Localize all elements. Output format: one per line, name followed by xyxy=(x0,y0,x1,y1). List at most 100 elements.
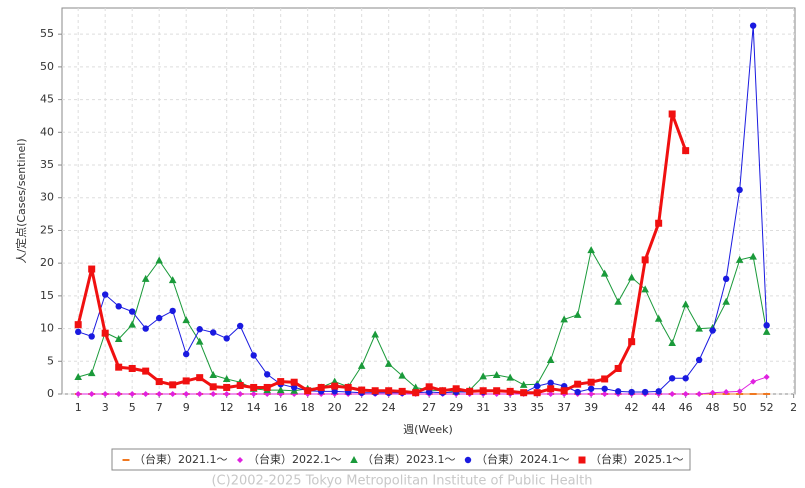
footer: (C)2002-2025 Tokyo Metropolitan Institut… xyxy=(211,474,592,488)
point xyxy=(520,389,528,397)
x-tick-label: 1 xyxy=(75,401,82,414)
point xyxy=(439,387,447,395)
point xyxy=(641,388,649,396)
x-tick-label: 42 xyxy=(625,401,639,414)
point xyxy=(641,285,649,293)
x-tick-label: 12 xyxy=(220,401,234,414)
x-tick-label: 5 xyxy=(129,401,136,414)
y-tick-label: 55 xyxy=(40,27,54,40)
point xyxy=(250,352,257,359)
x-tick-label: 39 xyxy=(584,401,598,414)
point xyxy=(156,391,163,397)
x-tick-label: 14 xyxy=(247,401,261,414)
point xyxy=(506,387,514,395)
point xyxy=(222,374,231,382)
point xyxy=(627,273,636,281)
point xyxy=(74,321,82,329)
y-tick-label: 40 xyxy=(40,125,54,138)
point xyxy=(681,300,690,308)
point xyxy=(169,307,176,315)
y-tick-label: 30 xyxy=(40,191,54,204)
point xyxy=(371,387,379,395)
point xyxy=(122,459,130,461)
x-tick-label: 24 xyxy=(382,401,396,414)
x-tick-label: 33 xyxy=(503,401,517,414)
point xyxy=(492,371,501,379)
plot-area xyxy=(61,7,796,395)
point xyxy=(277,378,285,386)
point xyxy=(142,391,149,397)
point xyxy=(722,275,730,283)
point xyxy=(573,310,582,318)
point xyxy=(317,383,325,391)
point xyxy=(344,383,352,391)
point xyxy=(115,363,123,371)
point xyxy=(466,387,474,395)
point xyxy=(128,364,136,372)
point xyxy=(749,393,757,395)
x-tick-label: 7 xyxy=(156,401,163,414)
series-line xyxy=(78,376,767,395)
point xyxy=(601,391,608,397)
point xyxy=(506,373,514,381)
point xyxy=(169,381,177,389)
legend-label: （台東）2021.1～ xyxy=(134,452,228,466)
point xyxy=(519,380,528,388)
point xyxy=(412,389,420,397)
series xyxy=(74,110,690,397)
point xyxy=(357,361,366,369)
point xyxy=(358,386,366,394)
x-tick-label: 35 xyxy=(530,401,544,414)
x-tick-label: 46 xyxy=(679,401,693,414)
x-tick-label: 20 xyxy=(328,401,342,414)
point xyxy=(587,246,595,254)
x-tick-label: 3 xyxy=(102,401,109,414)
point xyxy=(614,297,622,305)
point xyxy=(384,359,393,367)
point xyxy=(115,303,122,310)
point xyxy=(128,308,136,315)
point xyxy=(129,391,136,397)
point xyxy=(695,324,703,332)
point xyxy=(88,333,95,340)
point xyxy=(587,385,595,392)
legend-label: （台東）2024.1～ xyxy=(476,452,570,466)
point xyxy=(668,338,676,346)
point xyxy=(546,355,555,363)
point xyxy=(101,329,109,337)
point xyxy=(682,391,689,397)
point xyxy=(263,383,271,391)
point xyxy=(276,386,285,394)
point xyxy=(601,375,609,383)
x-tick-label: 27 xyxy=(422,401,436,414)
point xyxy=(182,350,190,358)
point xyxy=(102,391,109,397)
point xyxy=(614,364,622,372)
point xyxy=(749,22,757,29)
point xyxy=(696,391,703,397)
point xyxy=(425,388,433,396)
point xyxy=(655,219,663,227)
point xyxy=(331,388,338,395)
point xyxy=(763,373,770,380)
point xyxy=(560,387,568,395)
y-tick-label: 35 xyxy=(40,158,54,171)
point xyxy=(682,147,690,155)
point xyxy=(209,383,217,391)
point xyxy=(195,337,204,345)
point xyxy=(183,391,190,397)
point xyxy=(669,391,676,397)
x-tick-label: 9 xyxy=(183,401,190,414)
point xyxy=(290,384,298,391)
series-line xyxy=(76,112,688,395)
x-tick-label: 50 xyxy=(733,401,747,414)
point xyxy=(236,381,244,389)
point xyxy=(479,387,487,395)
x-tick-label: 16 xyxy=(274,401,288,414)
point xyxy=(75,391,82,397)
point xyxy=(668,110,676,118)
point xyxy=(411,383,420,391)
point xyxy=(709,327,716,334)
point xyxy=(763,393,771,395)
point xyxy=(237,457,243,463)
